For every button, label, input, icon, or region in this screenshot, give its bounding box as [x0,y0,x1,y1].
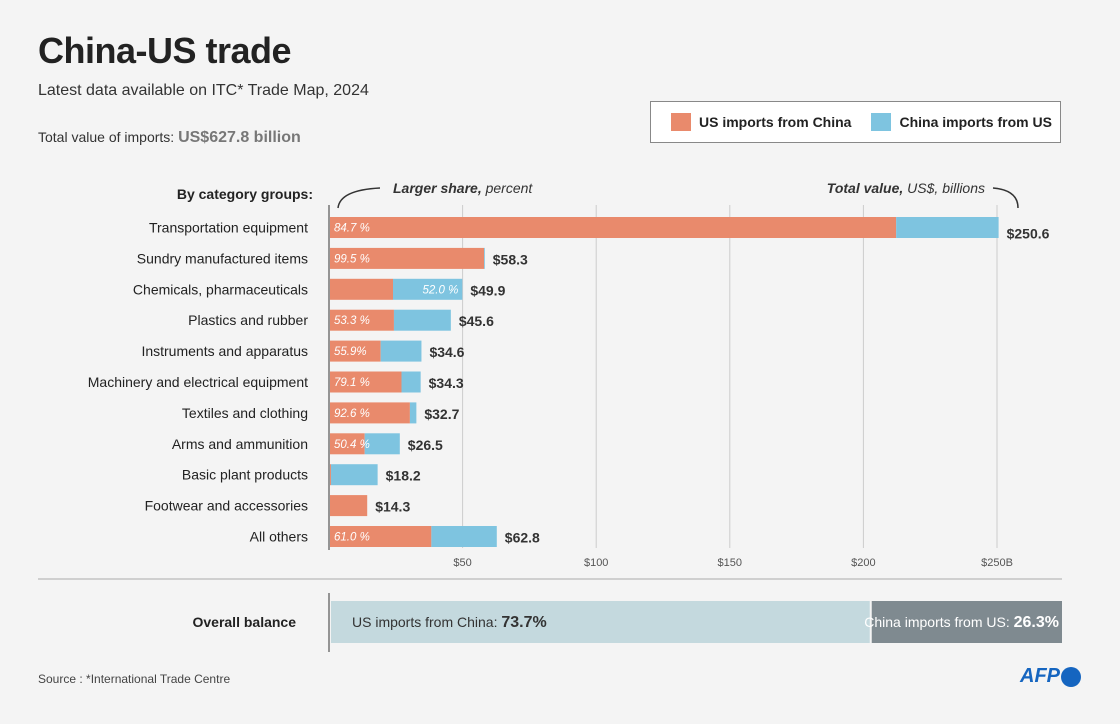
total-value-label: $34.3 [429,375,464,391]
legend-china: China imports from US [899,114,1052,130]
total-value-label: $62.8 [505,530,540,546]
balance-bar-us [331,601,870,643]
total-value: US$627.8 billion [178,129,301,146]
bar-china-imports-from-us [364,433,400,455]
bar-china-imports-from-us [401,371,421,393]
bar-china-imports-from-us [431,526,497,547]
total-value-label: $32.7 [424,406,459,422]
bar-us-imports-from-china [330,433,365,455]
legend-us: US imports from China [699,114,852,130]
bar-us-imports-from-china [330,309,394,331]
share-label: 79.1 % [334,377,370,389]
bar-china-imports-from-us [896,217,999,238]
total-value-label: $14.3 [375,499,410,515]
share-label: 92.6 % [334,408,370,420]
bar-us-imports-from-china [330,464,331,486]
category-label: Sundry manufactured items [137,250,308,266]
bar-china-imports-from-us [392,278,463,300]
subtitle: Latest data available on ITC* Trade Map,… [38,82,369,99]
category-label: Instruments and apparatus [141,343,308,359]
balance-bar-china [871,601,1062,643]
afp-logo: AFP [1020,665,1081,688]
category-label: Machinery and electrical equipment [88,374,308,390]
bar-us-imports-from-china [330,340,381,362]
share-label: 52.0 % [423,284,459,296]
category-label: Basic plant products [182,467,308,483]
bar-china-imports-from-us [393,309,451,331]
balance-label: Overall balance [192,614,296,630]
x-tick-label: $100 [584,557,608,569]
source-note: Source : *International Trade Centre [38,672,231,686]
share-header: Larger share, percent [393,180,533,196]
total-label: Total value of imports: [38,129,175,145]
bar-us-imports-from-china [330,247,484,269]
share-label: 99.5 % [334,253,370,265]
total-value-label: $26.5 [408,437,443,453]
x-tick-label: $150 [718,557,742,569]
bar-us-imports-from-china [330,371,402,393]
bar-china-imports-from-us [483,247,485,269]
total-value-label: $45.6 [459,313,494,329]
legend-swatch-us [671,113,691,131]
x-tick-label: $250B [981,557,1013,569]
balance-us-text: US imports from China: 73.7% [352,614,547,631]
total-value-label: $250.6 [1007,226,1050,242]
total-value-label: $58.3 [493,251,528,267]
balance-china-text: China imports from US: 26.3% [864,614,1059,631]
legend-swatch-china [871,113,892,131]
bar-us-imports-from-china [330,402,410,424]
legend: US imports from China China imports from… [650,101,1061,143]
category-label: Footwear and accessories [145,498,308,514]
category-label: Plastics and rubber [188,312,308,328]
total-value-label: $18.2 [386,468,421,484]
share-label: 84.7 % [334,223,370,235]
share-header-pointer [337,187,381,209]
x-tick-label: $50 [453,557,471,569]
category-header: By category groups: [177,186,313,202]
category-label: Transportation equipment [149,220,308,236]
total-header-pointer [992,187,1019,209]
total-header: Total value, US$, billions [827,180,985,196]
total-imports: Total value of imports: US$627.8 billion [38,129,301,147]
share-label: 61.0 % [334,532,370,544]
category-label: Chemicals, pharmaceuticals [133,281,308,297]
share-label: 50.4 % [334,439,370,451]
total-value-label: $49.9 [470,282,505,298]
bar-china-imports-from-us [380,340,422,362]
bar-us-imports-from-china [330,217,897,238]
bar-china-imports-from-us [330,464,378,486]
category-label: All others [250,529,308,545]
total-value-label: $34.6 [429,344,464,360]
category-label: Arms and ammunition [172,436,308,452]
x-tick-label: $200 [851,557,875,569]
share-label: 53.3 % [334,315,370,327]
share-label: 55.9% [334,346,367,358]
bar-us-imports-from-china [330,495,368,517]
bar-china-imports-from-us [409,402,417,424]
page-title: China-US trade [38,30,292,71]
category-label: Textiles and clothing [182,405,308,421]
bar-us-imports-from-china [330,526,432,547]
bar-us-imports-from-china [330,278,393,300]
